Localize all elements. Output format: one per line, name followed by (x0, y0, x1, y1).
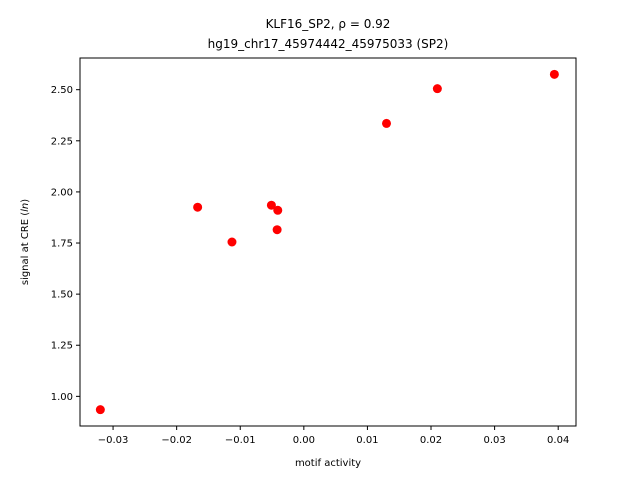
x-axis-ticks: −0.03 −0.02 −0.01 0.00 0.01 0.02 0.03 0.04 (98, 426, 569, 446)
chart-title-line2: hg19_chr17_45974442_45975033 (SP2) (208, 37, 449, 51)
x-tick-label-8: 0.04 (547, 435, 569, 446)
x-tick-label-7: 0.03 (483, 435, 505, 446)
x-tick-label-2: −0.02 (161, 435, 192, 446)
x-tick-label-5: 0.01 (356, 435, 378, 446)
plot-frame (79, 57, 577, 427)
y-axis-ticks: 1.00 1.25 1.50 1.75 2.00 2.25 2.50 (51, 85, 80, 403)
x-tick-label-1: −0.03 (98, 435, 129, 446)
data-point-7 (382, 118, 392, 128)
y-tick-label-1: 1.00 (51, 392, 73, 403)
data-point-4 (266, 200, 276, 210)
data-points (95, 69, 559, 415)
y-tick-label-2: 1.25 (51, 341, 73, 352)
y-axis-label-suffix: ) (20, 199, 31, 203)
y-tick-label-6: 2.25 (51, 136, 73, 147)
x-tick-label-6: 0.02 (420, 435, 442, 446)
data-point-1 (95, 405, 105, 415)
y-axis-label-prefix: signal at CRE ( (20, 212, 31, 285)
data-point-5 (273, 205, 283, 215)
y-tick-label-3: 1.50 (51, 290, 73, 301)
x-axis-label: motif activity (295, 458, 361, 469)
data-point-3 (227, 237, 237, 247)
x-tick-label-3: −0.01 (225, 435, 256, 446)
y-tick-label-7: 2.50 (51, 85, 73, 96)
data-point-6 (272, 225, 282, 235)
y-axis-label-italic: ln (20, 203, 31, 212)
y-tick-label-4: 1.75 (51, 239, 73, 250)
data-point-8 (432, 84, 442, 94)
chart-title-line1: KLF16_SP2, ρ = 0.92 (266, 17, 391, 31)
y-tick-label-5: 2.00 (51, 187, 73, 198)
data-point-9 (549, 69, 559, 79)
data-point-2 (193, 202, 203, 212)
y-axis-label: signal at CRE (ln) (20, 199, 31, 285)
x-tick-label-4: 0.00 (293, 435, 315, 446)
